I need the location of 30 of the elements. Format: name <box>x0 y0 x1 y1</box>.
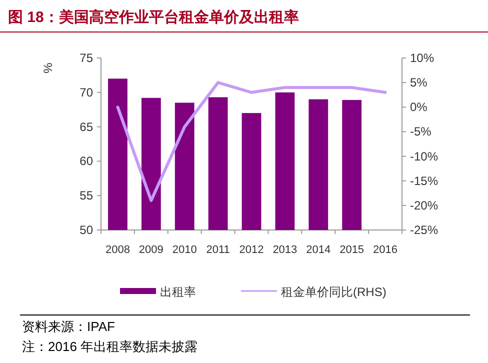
line-series <box>116 81 387 202</box>
y-axis-title: % <box>41 62 55 74</box>
text: 资料来源：IPAF <box>22 319 115 334</box>
y-tick-label: 60 <box>80 154 94 168</box>
x-tick-label: 2014 <box>306 244 331 256</box>
y2-tick-label: 10% <box>410 51 434 65</box>
chart-title: 图 18：美国高空作业平台租金单价及出租率 <box>8 8 299 26</box>
x-tick-label: 2015 <box>340 244 364 256</box>
y-tick-label: 65 <box>80 120 94 134</box>
y2-tick-label: -15% <box>410 174 438 188</box>
y-tick-label: 70 <box>80 85 94 100</box>
y2-tick-label: -5% <box>410 124 432 139</box>
y-tick-label: 75 <box>80 51 94 65</box>
y2-tick-label: -25% <box>410 223 438 237</box>
x-tick-label: 2013 <box>272 244 298 256</box>
x-tick-label: 2010 <box>172 244 197 256</box>
x-tick-label: 2012 <box>239 244 264 256</box>
y2-tick-label: -20% <box>410 198 438 212</box>
x-tick-label: 2016 <box>373 244 398 256</box>
y2-tick-label: 5% <box>410 76 428 90</box>
y2-tick-label: -10% <box>410 149 438 164</box>
x-tick-label: 2008 <box>105 244 130 256</box>
y-tick-label: 50 <box>80 223 94 237</box>
legend-label: 出租率 <box>160 285 196 299</box>
text: 注：2016 年出租率数据未披露 <box>22 339 198 354</box>
legend-label: 租金单价同比(RHS) <box>281 285 386 299</box>
x-tick-label: 2011 <box>206 244 230 256</box>
x-tick-label: 2009 <box>138 244 164 256</box>
y2-tick-label: 0% <box>410 100 428 114</box>
y-tick-label: 55 <box>80 188 94 203</box>
